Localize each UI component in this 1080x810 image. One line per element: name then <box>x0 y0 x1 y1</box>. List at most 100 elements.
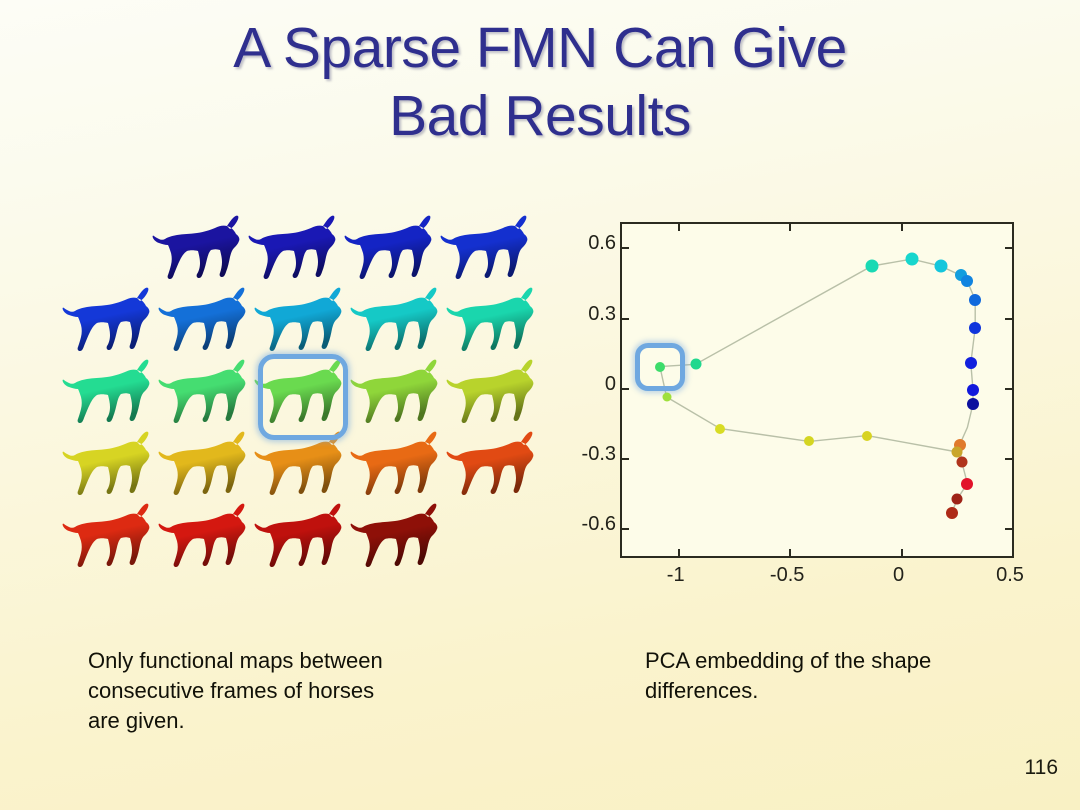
x-tick-top-2 <box>900 224 903 231</box>
horse-silhouette-6 <box>254 287 342 351</box>
x-tick-label-1: -0.5 <box>769 564 805 586</box>
horse-silhouette-22 <box>350 503 438 567</box>
horse-cell-3-0[interactable] <box>60 428 156 500</box>
data-point-21[interactable] <box>662 392 672 402</box>
horse-silhouette-11 <box>254 359 342 423</box>
horse-cell-2-0[interactable] <box>60 356 156 428</box>
x-tick-0 <box>677 549 680 556</box>
data-point-11[interactable] <box>967 398 979 411</box>
caption-right: PCA embedding of the shape differences. <box>645 648 932 703</box>
x-tick-top-1 <box>789 224 792 231</box>
horse-row-4 <box>30 500 540 572</box>
horse-silhouette-13 <box>446 359 534 423</box>
data-point-16[interactable] <box>951 493 963 505</box>
horse-silhouette-20 <box>158 503 246 567</box>
horse-silhouette-15 <box>158 431 246 495</box>
data-point-19[interactable] <box>804 436 815 447</box>
horse-silhouette-10 <box>158 359 246 423</box>
horse-cell-1-4[interactable] <box>444 284 540 356</box>
horse-silhouette-12 <box>350 359 438 423</box>
horse-silhouette-3 <box>440 215 528 279</box>
pca-embedding-chart: 0.6 0.3 0 -0.3 -0.6 -1 -0.5 0 0.5 <box>570 210 1040 590</box>
caption-left: Only functional maps between consecutive… <box>88 648 383 733</box>
horse-silhouette-0 <box>152 215 240 279</box>
upper-branch-line <box>659 258 976 446</box>
horse-cell-1-2[interactable] <box>252 284 348 356</box>
data-point-18[interactable] <box>862 430 873 441</box>
horse-row-2 <box>30 356 540 428</box>
y-tick-label-3: -0.3 <box>581 442 616 465</box>
lower-branch-line <box>659 366 958 453</box>
page-title: A Sparse FMN Can Give Bad Results <box>233 16 847 148</box>
horse-cell-4-0[interactable] <box>60 500 156 572</box>
data-point-15[interactable] <box>961 477 974 490</box>
x-tick-3 <box>1012 549 1014 556</box>
horse-cell-0-1[interactable] <box>246 212 342 284</box>
data-point-9[interactable] <box>964 357 977 370</box>
data-point-0[interactable] <box>654 361 665 372</box>
horse-cell-2-4[interactable] <box>444 356 540 428</box>
horse-silhouette-17 <box>350 431 438 495</box>
horse-silhouette-8 <box>446 287 534 351</box>
horse-cell-4-3[interactable] <box>348 500 444 572</box>
horse-sequence-grid <box>30 212 540 572</box>
horse-silhouette-7 <box>350 287 438 351</box>
y-tick-right-3 <box>1005 457 1012 460</box>
horse-silhouette-4 <box>62 287 150 351</box>
horse-cell-3-3[interactable] <box>348 428 444 500</box>
horse-silhouette-1 <box>248 215 336 279</box>
plot-frame <box>620 222 1014 558</box>
data-point-3[interactable] <box>905 252 919 266</box>
data-point-1[interactable] <box>690 358 702 370</box>
horse-silhouette-5 <box>158 287 246 351</box>
data-point-4[interactable] <box>934 259 948 273</box>
horse-row-1 <box>30 284 540 356</box>
horse-row-0 <box>30 212 540 284</box>
data-point-7[interactable] <box>969 293 982 306</box>
horse-cell-3-4[interactable] <box>444 428 540 500</box>
horse-silhouette-2 <box>344 215 432 279</box>
x-tick-2 <box>900 549 903 556</box>
horse-silhouette-19 <box>62 503 150 567</box>
y-tick-right-1 <box>1005 317 1012 320</box>
horse-cell-1-3[interactable] <box>348 284 444 356</box>
x-tick-label-3: 0.5 <box>996 564 1024 586</box>
y-tick-label-1: 0.3 <box>588 302 616 325</box>
data-point-2[interactable] <box>865 259 879 273</box>
y-tick-right-0 <box>1005 247 1012 250</box>
data-point-6[interactable] <box>961 275 974 288</box>
x-tick-top-3 <box>1012 224 1014 231</box>
x-tick-top-0 <box>677 224 680 231</box>
horse-cell-0-2[interactable] <box>342 212 438 284</box>
horse-cell-3-1[interactable] <box>156 428 252 500</box>
y-tick-right-4 <box>1005 527 1012 530</box>
horse-cell-2-3[interactable] <box>348 356 444 428</box>
data-point-8[interactable] <box>969 322 982 335</box>
horse-silhouette-18 <box>446 431 534 495</box>
horse-cell-0-3[interactable] <box>438 212 534 284</box>
horse-cell-2-2[interactable] <box>252 356 348 428</box>
data-point-13[interactable] <box>951 446 963 458</box>
y-tick-label-2: 0 <box>604 372 616 395</box>
y-tick-right-2 <box>1005 387 1012 390</box>
horse-cell-3-2[interactable] <box>252 428 348 500</box>
data-point-14[interactable] <box>956 456 968 468</box>
y-tick-3 <box>622 457 629 460</box>
data-point-17[interactable] <box>945 506 958 519</box>
y-tick-label-4: -0.6 <box>581 512 616 535</box>
horse-cell-4-2[interactable] <box>252 500 348 572</box>
horse-cell-1-1[interactable] <box>156 284 252 356</box>
horse-cell-0-0[interactable] <box>150 212 246 284</box>
y-tick-4 <box>622 527 629 530</box>
y-tick-label-0: 0.6 <box>588 232 616 255</box>
data-point-10[interactable] <box>967 384 979 396</box>
y-tick-1 <box>622 317 629 320</box>
x-tick-label-0: -1 <box>666 564 685 586</box>
data-point-20[interactable] <box>715 423 726 434</box>
horse-silhouette-21 <box>254 503 342 567</box>
horse-cell-4-1[interactable] <box>156 500 252 572</box>
x-tick-label-2: 0 <box>893 564 905 586</box>
horse-cell-2-1[interactable] <box>156 356 252 428</box>
y-tick-2 <box>622 387 629 390</box>
horse-cell-1-0[interactable] <box>60 284 156 356</box>
